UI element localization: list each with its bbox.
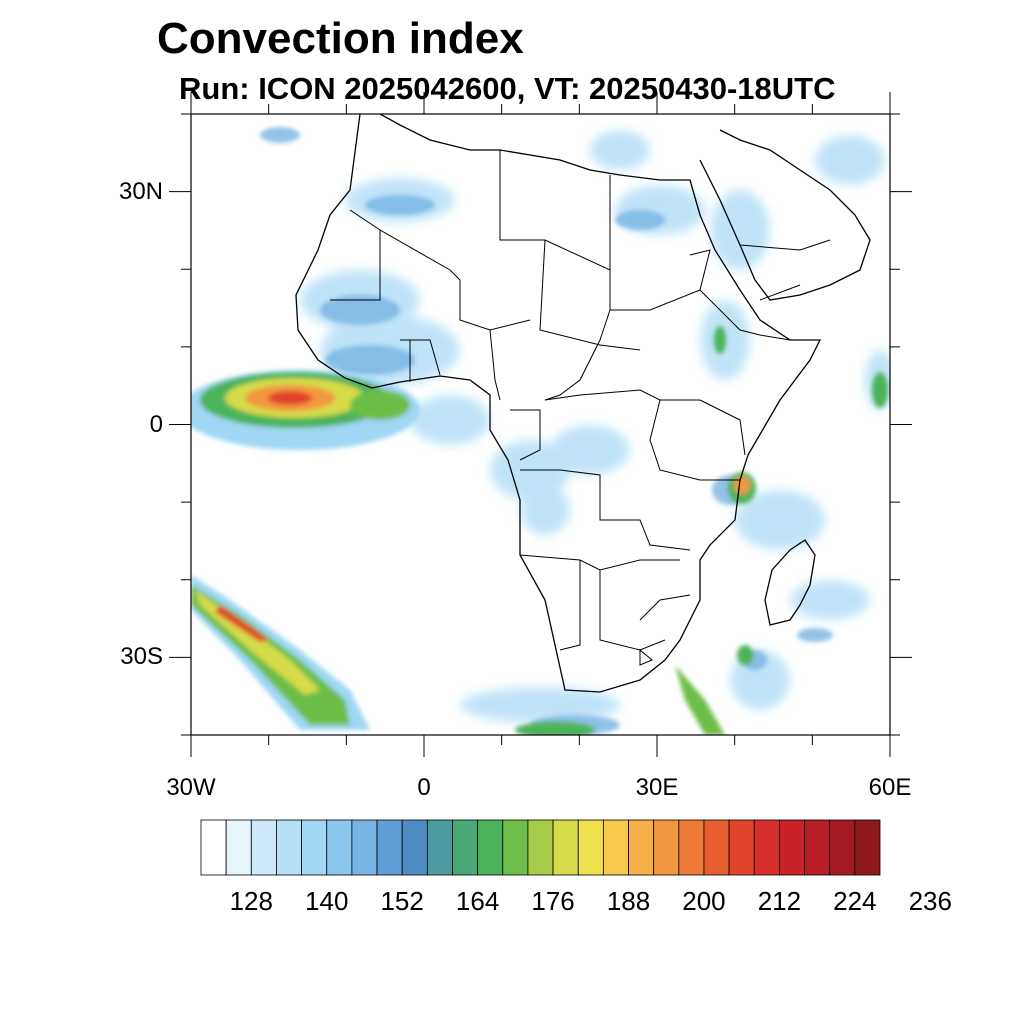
colorbar-swatch [452,819,479,876]
colorbar-swatch [703,819,730,876]
colorbar [200,819,881,876]
colorbar-label: 212 [757,886,802,916]
colorbar-swatch [351,819,378,876]
arabia-coastline [699,129,871,301]
colorbar-label: 200 [682,886,726,916]
colorbar-swatch [779,819,805,876]
colorbar-swatch [326,819,353,876]
longitude-ticks [190,92,891,757]
colorbar-swatch [250,819,277,876]
colorbar-swatch [552,819,579,876]
latitude-ticks [169,113,912,736]
colorbar-swatch [854,819,881,876]
south-atlantic-convection-band [191,575,370,730]
colorbar-swatch [477,819,504,876]
convection-light-areas [300,130,890,723]
convection-field [191,127,890,735]
colorbar-swatch [678,819,705,876]
map-subtitle: Run: ICON 2025042600, VT: 20250430-18UTC [179,71,836,106]
colorbar-label: 188 [606,886,651,916]
colorbar-swatch [753,819,780,876]
lon-tick-label: 0 [417,774,431,801]
country-borders [330,150,831,666]
colorbar-label: 224 [833,886,877,916]
east-africa-convection [515,326,888,735]
colorbar-label: 128 [229,886,273,916]
colorbar-label: 236 [908,886,952,916]
colorbar-swatch [577,819,604,876]
madagascar-coastline [764,539,816,626]
colorbar-swatch [502,819,529,876]
colorbar-label: 152 [380,886,424,916]
colorbar-swatch [301,819,328,876]
colorbar-swatch [401,819,428,876]
lon-tick-label: 30W [166,774,216,801]
colorbar-label: 140 [305,886,349,916]
map-title: Convection index [157,14,524,63]
lon-tick-label: 30E [635,774,679,801]
lon-tick-label: 60E [868,774,912,801]
colorbar-swatch [602,819,629,876]
colorbar-label: 176 [531,886,575,916]
africa-coastline [295,114,822,693]
colorbar-swatch [653,819,680,876]
colorbar-swatch [628,819,655,876]
colorbar-swatch [829,819,856,876]
lat-tick-label: 30S [120,643,163,671]
colorbar-swatch [804,819,831,876]
lat-tick-label: 30N [118,177,163,205]
coastlines-borders [295,114,871,693]
colorbar-swatch [376,819,403,876]
colorbar-swatch [276,819,302,876]
lat-tick-label: 0 [149,410,163,438]
colorbar-swatch [225,819,252,876]
colorbar-label: 164 [455,886,500,916]
colorbar-swatch [426,819,453,876]
colorbar-swatch [200,819,227,876]
colorbar-swatch [527,819,554,876]
colorbar-swatch [728,819,755,876]
atlantic-convection-band [191,370,420,450]
